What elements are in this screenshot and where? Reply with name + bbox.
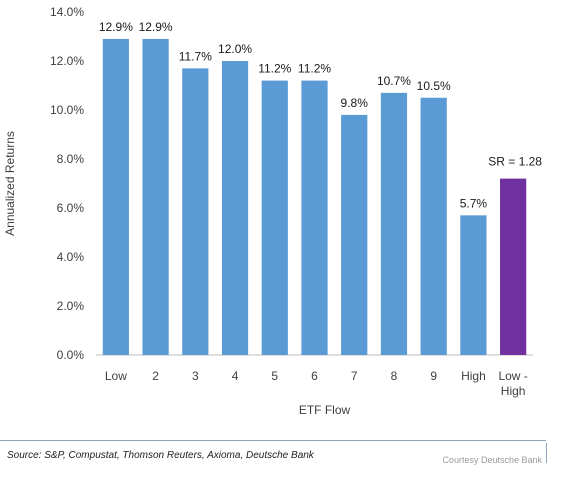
- x-tick-label: 9: [430, 369, 437, 383]
- x-tick-label: 5: [271, 369, 278, 383]
- data-label: 9.8%: [341, 96, 369, 110]
- x-axis-title: ETF Flow: [299, 403, 351, 417]
- x-tick-label: 6: [311, 369, 318, 383]
- data-label: 10.7%: [377, 74, 411, 88]
- x-tick-label: Low -High: [498, 369, 527, 398]
- y-tick-label: 0.0%: [57, 348, 85, 362]
- y-axis-ticks: 0.0% 2.0% 4.0% 6.0% 8.0% 10.0% 12.0% 14.0%: [50, 5, 84, 362]
- x-tick-label: 2: [152, 369, 159, 383]
- footer-divider-vertical: [546, 443, 547, 463]
- bar: [420, 97, 447, 355]
- data-label: 11.2%: [298, 62, 331, 76]
- footer-divider: [0, 440, 546, 441]
- source-note: Source: S&P, Compustat, Thomson Reuters,…: [7, 450, 314, 461]
- sharpe-ratio-label: SR = 1.28: [488, 155, 542, 169]
- bar: [261, 80, 288, 355]
- x-tick-label: Low: [105, 369, 127, 383]
- bar: [380, 92, 408, 355]
- y-tick-label: 6.0%: [57, 201, 85, 215]
- bar: [102, 38, 129, 355]
- data-labels: 12.9% 12.9% 11.7% 12.0% 11.2% 11.2% 9.8% 10.7% 1…: [99, 20, 542, 210]
- data-label: 12.9%: [99, 20, 133, 34]
- x-tick-label: High: [461, 369, 486, 383]
- bar: [142, 38, 169, 355]
- data-label: 10.5%: [417, 79, 451, 93]
- y-tick-label: 10.0%: [50, 103, 84, 117]
- data-label: 11.2%: [258, 62, 291, 76]
- x-tick-label: 4: [232, 369, 239, 383]
- bar: [341, 114, 368, 356]
- data-label: 12.0%: [218, 42, 252, 56]
- data-label: 11.7%: [179, 49, 212, 63]
- bar: [182, 68, 209, 355]
- bar: [221, 61, 249, 355]
- y-tick-label: 14.0%: [50, 5, 84, 19]
- bars: [102, 38, 527, 356]
- y-tick-label: 8.0%: [57, 152, 85, 166]
- x-tick-label: 7: [351, 369, 358, 383]
- y-axis-title: Annualized Returns: [3, 131, 17, 236]
- x-tick-label: 3: [192, 369, 199, 383]
- x-axis-ticks: Low 2 3 4 5 6 7 8 9 High Low -High: [105, 369, 528, 398]
- data-label: 5.7%: [460, 196, 488, 210]
- bar-chart: 0.0% 2.0% 4.0% 6.0% 8.0% 10.0% 12.0% 14.0% 12.9…: [3, 5, 542, 417]
- x-tick-label: 8: [391, 369, 398, 383]
- y-tick-label: 4.0%: [57, 250, 85, 264]
- bar: [301, 80, 328, 355]
- courtesy-watermark: Courtesy Deutsche Bank: [442, 455, 542, 465]
- data-label: 12.9%: [139, 20, 173, 34]
- y-tick-label: 2.0%: [57, 299, 85, 313]
- bar-low-minus-high: [500, 178, 527, 355]
- bar: [460, 215, 487, 355]
- y-tick-label: 12.0%: [50, 54, 84, 68]
